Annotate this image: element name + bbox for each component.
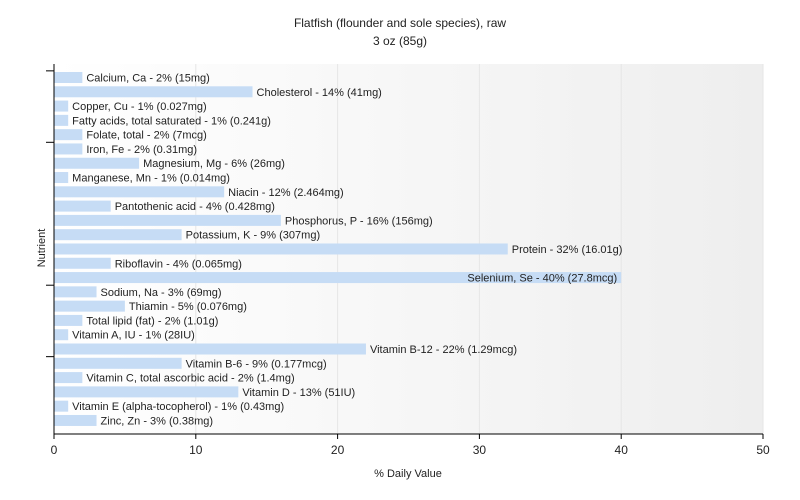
bar: [54, 129, 83, 141]
bar-label: Total lipid (fat) - 2% (1.01g): [86, 315, 218, 327]
bar: [54, 400, 69, 412]
bar-label: Folate, total - 2% (7mcg): [86, 130, 206, 142]
bar-label: Pantothenic acid - 4% (0.428mg): [115, 201, 275, 213]
bar: [54, 229, 182, 241]
bar: [54, 143, 83, 155]
bar-label: Riboflavin - 4% (0.065mg): [115, 258, 242, 270]
x-tick-labels: 0 10 20 30 40 50: [51, 443, 770, 457]
bar-labels: Calcium, Ca - 2% (15mg) Cholesterol - 14%…: [72, 73, 622, 428]
bar: [54, 114, 69, 126]
bar-label: Vitamin D - 13% (51IU): [242, 387, 355, 399]
y-axis-title: Nutrient: [36, 229, 48, 268]
bar-label: Calcium, Ca - 2% (15mg): [86, 73, 209, 85]
bar: [54, 257, 111, 269]
bar: [54, 172, 69, 184]
bar: [54, 314, 83, 326]
bar: [54, 100, 69, 112]
x-tick-label: 10: [189, 443, 203, 457]
bar: [54, 200, 111, 212]
bar: [54, 372, 83, 384]
bar: [54, 186, 225, 198]
x-tick-label: 50: [756, 443, 770, 457]
bar: [54, 343, 366, 355]
bar-label: Vitamin E (alpha-tocopherol) - 1% (0.43m…: [72, 401, 284, 413]
bar: [54, 286, 97, 298]
bar: [54, 386, 239, 398]
bar-label: Potassium, K - 9% (307mg): [186, 230, 321, 242]
bar-label: Protein - 32% (16.01g): [512, 244, 623, 256]
bar: [54, 243, 508, 255]
x-tick-label: 0: [51, 443, 58, 457]
chart-subtitle: 3 oz (85g): [373, 34, 427, 48]
bar-label: Vitamin B-6 - 9% (0.177mcg): [186, 358, 327, 370]
bar-label: Manganese, Mn - 1% (0.014mg): [72, 173, 230, 185]
bar-label: Fatty acids, total saturated - 1% (0.241…: [72, 115, 271, 127]
bar-label: Niacin - 12% (2.464mg): [228, 187, 344, 199]
bar: [54, 300, 125, 312]
bar: [54, 86, 253, 98]
bar: [54, 157, 140, 169]
bar-label: Vitamin B-12 - 22% (1.29mcg): [370, 344, 517, 356]
bar-label: Cholesterol - 14% (41mg): [257, 87, 382, 99]
bar-label: Zinc, Zn - 3% (0.38mg): [101, 415, 213, 427]
x-tick-label: 30: [473, 443, 487, 457]
bar: [54, 214, 281, 226]
x-tick-label: 40: [615, 443, 629, 457]
axes: [46, 64, 764, 439]
bars: [54, 72, 622, 426]
chart-title: Flatfish (flounder and sole species), ra…: [294, 16, 506, 30]
bar: [54, 357, 182, 369]
bar-label: Thiamin - 5% (0.076mg): [129, 301, 247, 313]
bar-label: Magnesium, Mg - 6% (26mg): [143, 158, 285, 170]
bar-label: Vitamin A, IU - 1% (28IU): [72, 330, 195, 342]
bar-label: Selenium, Se - 40% (27.8mcg): [467, 273, 617, 285]
bar: [54, 329, 69, 341]
bar-label: Copper, Cu - 1% (0.027mg): [72, 101, 207, 113]
bar: [54, 272, 622, 284]
x-axis-title: % Daily Value: [374, 468, 442, 480]
bar-label: Iron, Fe - 2% (0.31mg): [86, 144, 197, 156]
bar-label: Sodium, Na - 3% (69mg): [101, 287, 222, 299]
bar-label: Phosphorus, P - 16% (156mg): [285, 215, 433, 227]
bar-label: Vitamin C, total ascorbic acid - 2% (1.4…: [86, 373, 294, 385]
bar: [54, 414, 97, 426]
x-tick-label: 20: [331, 443, 345, 457]
bar: [54, 72, 83, 83]
